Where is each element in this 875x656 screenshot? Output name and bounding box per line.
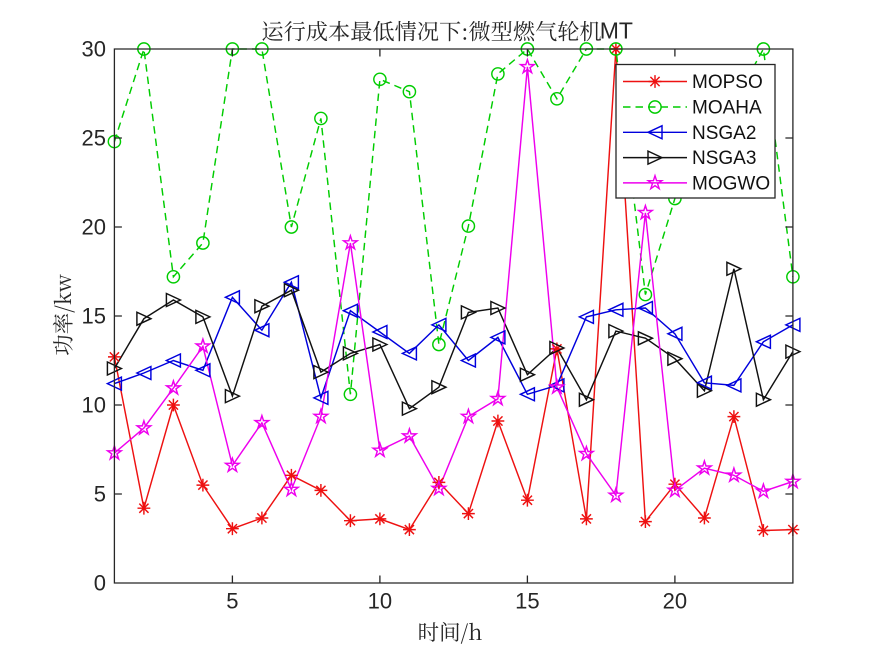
svg-text:5: 5 bbox=[94, 482, 106, 507]
svg-text:30: 30 bbox=[82, 37, 106, 62]
svg-text:10: 10 bbox=[368, 589, 392, 614]
svg-text:MOAHA: MOAHA bbox=[692, 98, 762, 119]
svg-text:15: 15 bbox=[82, 304, 106, 329]
svg-text:20: 20 bbox=[663, 589, 687, 614]
svg-text:MOGWO: MOGWO bbox=[692, 173, 770, 194]
svg-text:15: 15 bbox=[515, 589, 539, 614]
svg-text:0: 0 bbox=[94, 571, 106, 596]
svg-text:NSGA3: NSGA3 bbox=[692, 148, 756, 169]
svg-text:25: 25 bbox=[82, 126, 106, 151]
svg-text:MT: MT bbox=[600, 18, 633, 44]
svg-text:5: 5 bbox=[226, 589, 238, 614]
svg-text:20: 20 bbox=[82, 215, 106, 240]
svg-text:10: 10 bbox=[82, 393, 106, 418]
svg-text:NSGA2: NSGA2 bbox=[692, 123, 756, 144]
svg-text:MOPSO: MOPSO bbox=[692, 72, 763, 93]
